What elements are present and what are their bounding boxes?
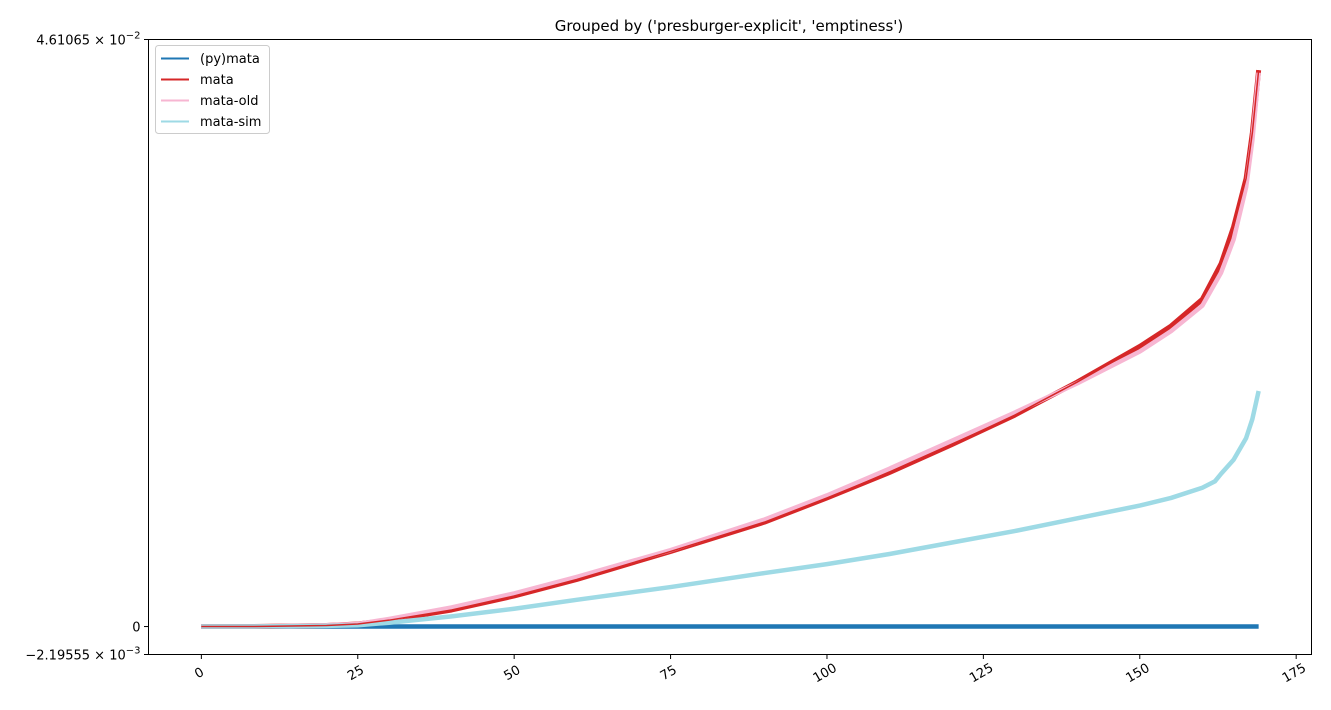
y-tick-label-0: 4.61065 × 10−2	[36, 31, 140, 49]
plot-area	[201, 69, 1262, 630]
legend-label-2: mata-old	[200, 94, 258, 109]
y-tick-label-1: 0	[132, 621, 140, 636]
y-tick-label-2: −2.19555 × 10−3	[25, 646, 140, 664]
legend-frame	[155, 45, 270, 134]
series-line-3	[201, 390, 1261, 629]
legend-label-1: mata	[200, 73, 234, 88]
x-tick-label-1: 25	[345, 663, 367, 684]
legend: (py)mata mata mata-old mata-sim	[155, 45, 270, 134]
series-line-mata-core	[201, 70, 1260, 628]
chart-title: Grouped by ('presburger-explicit', 'empt…	[555, 17, 904, 35]
legend-label-3: mata-sim	[200, 115, 261, 130]
series-line-2	[201, 72, 1261, 629]
y-axis: 4.61065 × 10−2 0 −2.19555 × 10−3	[25, 31, 149, 664]
x-tick-label-2: 50	[502, 663, 524, 684]
plot-frame	[148, 39, 1312, 655]
legend-label-0: (py)mata	[200, 52, 260, 67]
x-tick-label-3: 75	[658, 663, 680, 684]
